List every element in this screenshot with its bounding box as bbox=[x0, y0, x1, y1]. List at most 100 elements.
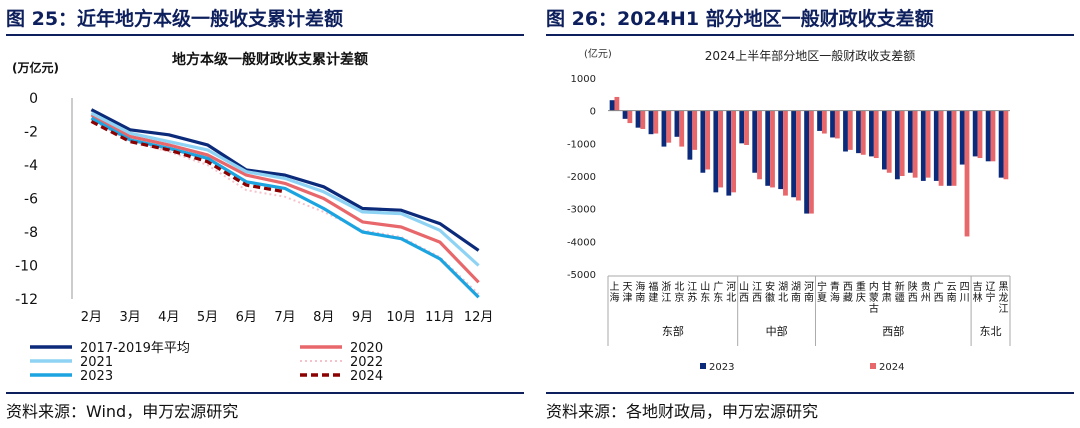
bar-2024 bbox=[834, 110, 840, 139]
bar-2023 bbox=[765, 110, 771, 186]
bar-2023 bbox=[972, 110, 978, 157]
chart-title: 地方本级一般财政收支累计差额 bbox=[172, 51, 368, 68]
y-axis-unit: (万亿元) bbox=[12, 60, 59, 75]
x-category-label-char: 宁 bbox=[986, 291, 996, 304]
source-note: 资料来源：Wind，申万宏源研究 bbox=[6, 402, 239, 421]
bar-2023 bbox=[713, 110, 719, 193]
x-category-label-char: 内 bbox=[869, 280, 879, 293]
bar-2023 bbox=[804, 110, 809, 214]
x-category-label-char: 四 bbox=[960, 282, 970, 293]
bar-2023 bbox=[907, 110, 913, 173]
bar-2024 bbox=[899, 110, 905, 176]
x-category-label-char: 建 bbox=[648, 291, 658, 304]
figure-25-title: 图 25：近年地方本级一般收支累计差额 bbox=[6, 8, 344, 30]
bar-2024 bbox=[1003, 110, 1009, 180]
x-category-label-char: 苏 bbox=[687, 291, 697, 304]
bar-2024 bbox=[977, 110, 983, 159]
y-tick-label: -10 bbox=[15, 259, 38, 275]
bar-2023 bbox=[791, 110, 797, 198]
x-category-label-char: 西 bbox=[739, 293, 749, 304]
x-tick-label: 11月 bbox=[425, 310, 455, 325]
bar-2023 bbox=[817, 110, 822, 131]
x-category-label-char: 广 bbox=[713, 281, 723, 293]
bar-2023 bbox=[856, 110, 861, 154]
x-category-label-char: 江 bbox=[661, 292, 671, 304]
x-category-label-char: 河 bbox=[726, 281, 736, 293]
x-category-label-char: 吉 bbox=[973, 281, 983, 293]
x-category-label-char: 江 bbox=[752, 281, 762, 293]
legend-label: 2020 bbox=[350, 341, 383, 356]
legend-swatch bbox=[870, 363, 876, 369]
bar-2024 bbox=[757, 110, 762, 180]
y-tick-label: -12 bbox=[15, 292, 38, 308]
bar-2023 bbox=[739, 110, 745, 144]
x-category-label-char: 藏 bbox=[843, 292, 853, 304]
chart-title: 2024上半年部分地区一般财政收支差额 bbox=[705, 48, 916, 63]
bar-2024 bbox=[692, 110, 698, 150]
bar-2023 bbox=[882, 110, 887, 170]
bar-2023 bbox=[946, 110, 952, 186]
bar-2024 bbox=[847, 110, 853, 150]
legend-label: 2017-2019年平均 bbox=[80, 341, 190, 356]
x-tick-label: 12月 bbox=[464, 310, 494, 325]
bar-2024 bbox=[873, 110, 879, 159]
x-category-label-char: 甘 bbox=[882, 280, 892, 293]
x-category-label-char: 津 bbox=[622, 292, 632, 304]
x-category-label-char: 湖 bbox=[791, 281, 801, 293]
x-category-label-char: 疆 bbox=[895, 292, 905, 304]
bar-2024 bbox=[666, 110, 672, 143]
bar-2024 bbox=[886, 110, 892, 173]
bar-2023 bbox=[998, 110, 1004, 178]
x-category-label-char: 辽 bbox=[986, 281, 996, 293]
x-category-label-char: 山 bbox=[700, 281, 710, 293]
bar-2024 bbox=[912, 110, 918, 178]
bar-2024 bbox=[770, 110, 775, 188]
bar-2023 bbox=[648, 110, 654, 135]
bar-2023 bbox=[894, 110, 900, 180]
x-category-label-char: 东 bbox=[713, 291, 723, 304]
x-category-label-char: 东 bbox=[700, 291, 710, 304]
x-category-label-char: 海 bbox=[635, 280, 645, 293]
group-label: 西部 bbox=[882, 324, 904, 338]
title-divider bbox=[546, 34, 1074, 36]
series-line-2020 bbox=[90, 113, 480, 284]
right-figure-panel: 图 26：2024H1 部分地区一般财政收支差额 2024上半年部分地区一般财政… bbox=[540, 0, 1080, 428]
x-category-label-char: 山 bbox=[739, 281, 749, 293]
x-category-label-char: 陕 bbox=[908, 280, 918, 293]
source-divider bbox=[6, 392, 524, 394]
bar-2024 bbox=[951, 110, 957, 186]
left-figure-panel: 图 25：近年地方本级一般收支累计差额 地方本级一般财政收支累计差额 (万亿元) 0… bbox=[0, 0, 530, 428]
x-category-label-char: 重 bbox=[856, 280, 866, 293]
bar-2024 bbox=[679, 110, 685, 147]
y-tick-label: -3000 bbox=[567, 205, 596, 216]
x-category-label-char: 南 bbox=[947, 291, 957, 304]
bar-2024 bbox=[705, 110, 711, 170]
x-category-label-char: 西 bbox=[752, 293, 762, 304]
x-category-label-char: 林 bbox=[973, 291, 983, 304]
bar-2024 bbox=[653, 110, 659, 134]
x-category-label-char: 福 bbox=[648, 280, 658, 293]
series-line-2023 bbox=[90, 116, 480, 299]
bar-2024 bbox=[783, 110, 788, 196]
x-category-label-char: 宁 bbox=[817, 280, 827, 293]
group-label: 中部 bbox=[766, 324, 788, 338]
bar-2024 bbox=[640, 110, 646, 129]
legend-label: 2022 bbox=[350, 355, 383, 370]
x-tick-label: 8月 bbox=[313, 310, 334, 325]
x-category-label-char: 南 bbox=[791, 291, 801, 304]
bar-2024 bbox=[938, 110, 944, 186]
bar-2023 bbox=[687, 110, 693, 160]
x-category-label-char: 南 bbox=[804, 291, 814, 304]
bar-2023 bbox=[920, 110, 926, 181]
legend-label: 2024 bbox=[350, 369, 383, 384]
x-category-label-char: 蒙 bbox=[869, 291, 879, 304]
x-category-label-char: 天 bbox=[622, 282, 632, 293]
x-category-label-char: 北 bbox=[778, 292, 788, 304]
y-tick-label: -6 bbox=[24, 192, 38, 208]
source-note: 资料来源：各地财政局，申万宏源研究 bbox=[546, 402, 819, 421]
group-label: 东北 bbox=[980, 325, 1002, 338]
x-tick-label: 5月 bbox=[197, 310, 218, 325]
legend-label: 2023 bbox=[80, 369, 113, 384]
y-tick-label: 1000 bbox=[571, 74, 596, 85]
x-tick-label: 10月 bbox=[386, 310, 416, 325]
